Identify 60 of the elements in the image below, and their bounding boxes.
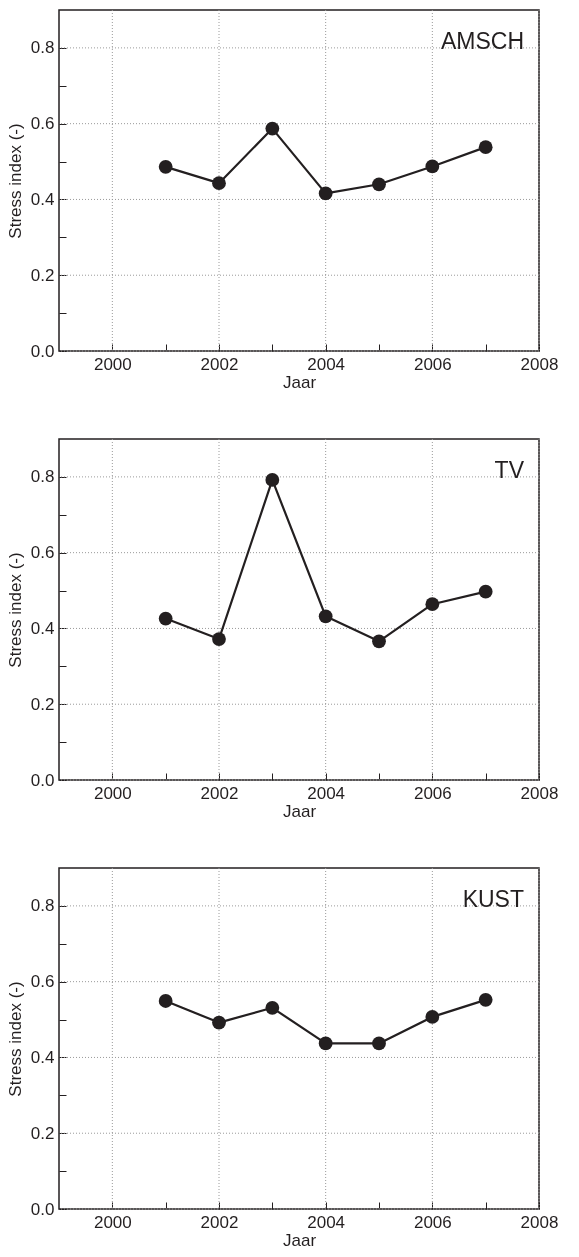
point bbox=[265, 473, 280, 487]
y-tick-label: 0.4 bbox=[30, 1047, 55, 1067]
y-tick-label: 0.4 bbox=[30, 189, 55, 209]
point bbox=[425, 159, 440, 174]
y-axis-title: Stress index (-) bbox=[5, 123, 25, 239]
point bbox=[212, 1015, 226, 1030]
y-axis-title: Stress index (-) bbox=[5, 981, 25, 1097]
point bbox=[425, 1010, 440, 1024]
y-tick-label: 0.6 bbox=[30, 972, 55, 992]
y-tick-label: 0.8 bbox=[30, 467, 55, 487]
x-tick-label: 2000 bbox=[93, 1212, 132, 1232]
y-tick-label: 0.2 bbox=[30, 265, 55, 285]
y-tick-label: 0.0 bbox=[30, 341, 55, 361]
point bbox=[158, 159, 173, 174]
x-tick-label: 2008 bbox=[520, 1212, 559, 1232]
x-axis-title: Jaar bbox=[282, 1230, 317, 1250]
y-tick-label: 0.8 bbox=[30, 896, 55, 916]
x-tick-label: 2002 bbox=[200, 1212, 239, 1232]
x-tick-label: 2004 bbox=[307, 1212, 346, 1232]
y-tick-label: 0.0 bbox=[30, 1199, 55, 1219]
y-tick-label: 0.2 bbox=[30, 1123, 55, 1143]
point bbox=[212, 632, 226, 646]
x-tick-label: 2008 bbox=[520, 354, 559, 374]
annotation: KUST bbox=[462, 886, 524, 912]
x-tick-label: 2006 bbox=[413, 783, 452, 803]
point bbox=[425, 597, 440, 612]
point bbox=[265, 1000, 280, 1015]
x-tick-label: 2006 bbox=[413, 1212, 452, 1232]
x-tick-label: 2004 bbox=[307, 354, 346, 374]
y-tick-label: 0.8 bbox=[30, 38, 55, 58]
point bbox=[372, 634, 386, 649]
x-tick-label: 2000 bbox=[93, 783, 132, 803]
x-tick-label: 2002 bbox=[200, 783, 239, 803]
annotation: TV bbox=[494, 457, 525, 483]
point bbox=[318, 186, 333, 201]
point bbox=[478, 992, 493, 1007]
x-axis-title: Jaar bbox=[282, 372, 317, 392]
y-tick-label: 0.6 bbox=[30, 114, 55, 134]
y-tick-label: 0.6 bbox=[30, 543, 55, 563]
point bbox=[318, 1036, 333, 1051]
point bbox=[212, 176, 226, 191]
point bbox=[478, 584, 493, 599]
point bbox=[318, 609, 333, 624]
point bbox=[372, 1036, 386, 1051]
y-tick-label: 0.2 bbox=[30, 694, 55, 714]
point bbox=[158, 611, 173, 626]
x-axis-title: Jaar bbox=[282, 801, 317, 821]
x-tick-label: 2002 bbox=[200, 354, 239, 374]
annotation: AMSCH bbox=[440, 28, 524, 54]
point bbox=[372, 177, 386, 192]
point bbox=[265, 121, 280, 136]
x-tick-label: 2000 bbox=[93, 354, 132, 374]
y-axis-title: Stress index (-) bbox=[5, 552, 25, 668]
y-tick-label: 0.4 bbox=[30, 618, 55, 638]
x-tick-label: 2004 bbox=[307, 783, 346, 803]
y-tick-label: 0.0 bbox=[30, 770, 55, 790]
point bbox=[158, 994, 173, 1008]
x-tick-label: 2006 bbox=[413, 354, 452, 374]
x-tick-label: 2008 bbox=[520, 783, 559, 803]
point bbox=[478, 140, 493, 155]
